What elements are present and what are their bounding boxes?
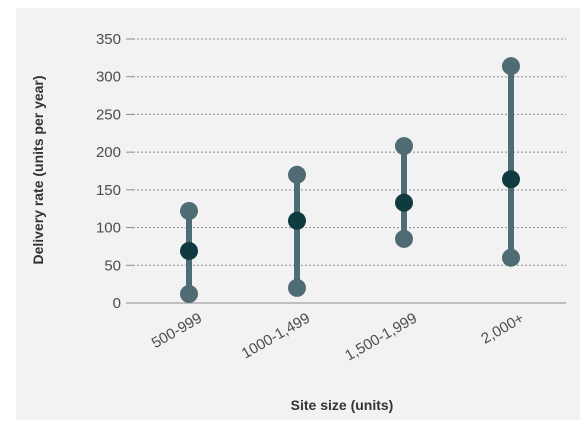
range-marks — [180, 57, 520, 303]
y-axis-ticks: 0 50 100 150 200 250 300 350 — [96, 31, 133, 312]
x-tick-label: 500-999 — [149, 310, 205, 352]
x-axis-ticks: 500-999 1000-1,499 1,500-1,999 2,000+ — [149, 310, 527, 365]
y-tick-label: 50 — [104, 257, 121, 274]
x-axis-title: Site size (units) — [291, 397, 394, 413]
y-tick-label: 350 — [96, 31, 121, 48]
y-axis-title: Delivery rate (units per year) — [30, 75, 46, 264]
median-point — [288, 211, 306, 230]
low-point — [180, 284, 198, 303]
high-point — [502, 57, 520, 76]
high-point — [180, 201, 198, 220]
median-point — [502, 170, 520, 189]
median-point — [395, 193, 413, 212]
x-tick-label: 1000-1,499 — [239, 310, 313, 363]
median-point — [180, 241, 198, 260]
y-tick-label: 300 — [96, 69, 121, 86]
y-tick-label: 0 — [113, 295, 121, 312]
y-tick-label: 250 — [96, 106, 121, 123]
x-tick-label: 2,000+ — [478, 310, 527, 348]
gridlines — [133, 38, 566, 304]
y-tick-label: 100 — [96, 220, 121, 237]
low-point — [395, 229, 413, 248]
low-point — [502, 248, 520, 267]
x-tick-label: 1,500-1,999 — [342, 310, 420, 365]
y-tick-label: 150 — [96, 182, 121, 199]
low-point — [288, 278, 306, 297]
high-point — [395, 137, 413, 156]
y-tick-label: 200 — [96, 144, 121, 161]
high-point — [288, 165, 306, 184]
